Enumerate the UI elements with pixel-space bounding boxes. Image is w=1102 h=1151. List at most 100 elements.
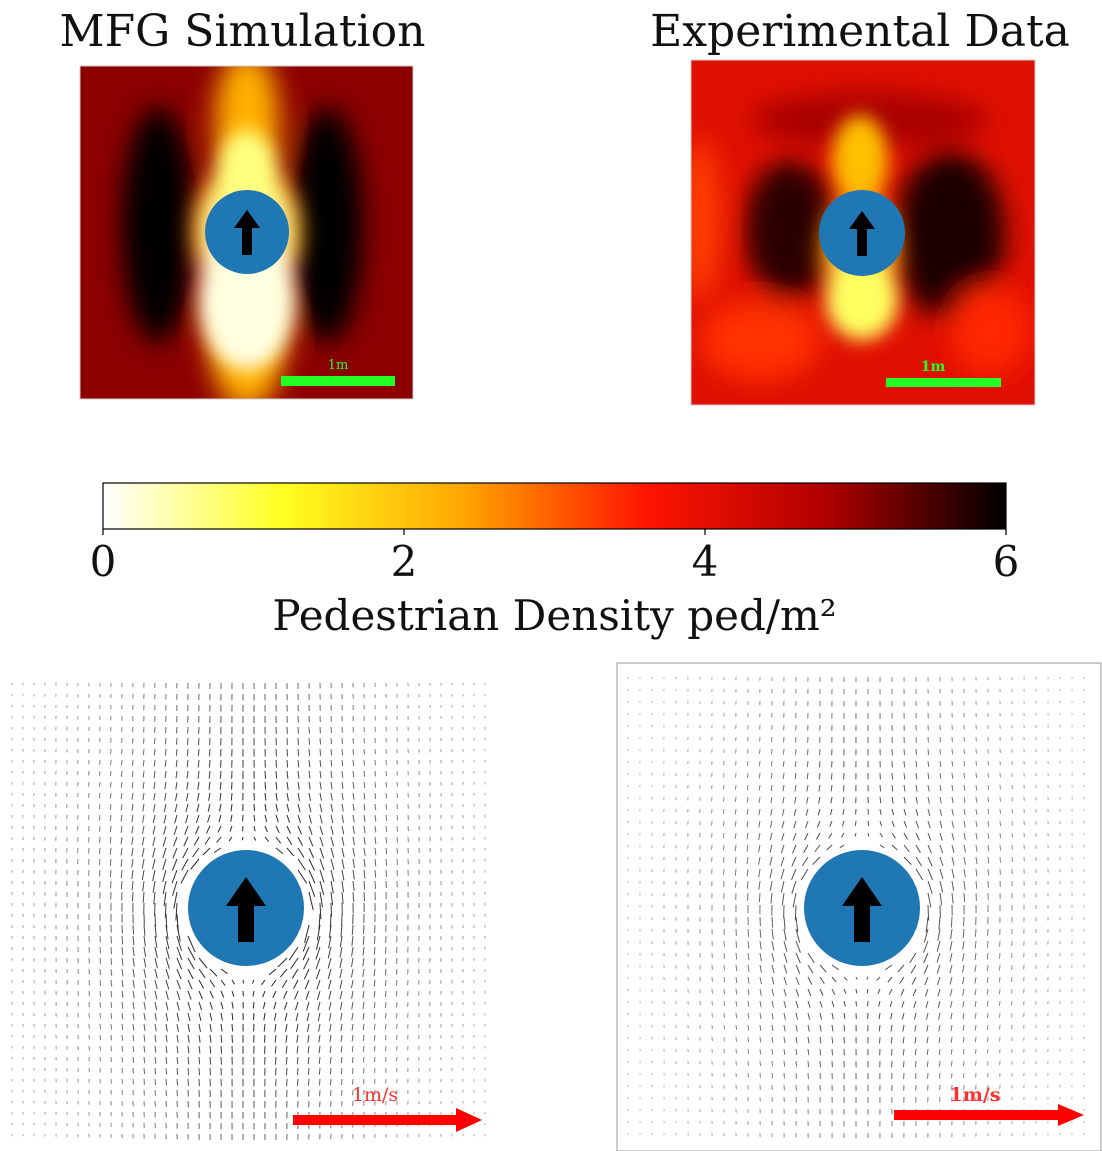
quiver-arrow xyxy=(746,868,749,877)
quiver-arrow xyxy=(306,1001,310,1011)
quiver-arrow xyxy=(296,1034,299,1043)
quiver-arrow xyxy=(939,772,942,780)
quiver-arrow xyxy=(807,964,814,974)
quiver-arrow xyxy=(795,1036,798,1044)
speed-scale-sim: 1m/s xyxy=(293,1084,482,1132)
quiver-arrow xyxy=(363,803,366,811)
quiver-arrow xyxy=(362,1001,365,1009)
quiver-arrow xyxy=(209,979,216,988)
quiver-arrow xyxy=(938,1060,941,1067)
quiver-arrow xyxy=(143,1012,146,1021)
quiver-arrow xyxy=(187,1034,190,1043)
quiver-arrow xyxy=(98,803,101,810)
quiver-arrow xyxy=(281,979,288,989)
quiver-arrow xyxy=(142,803,145,812)
quiver-arrow xyxy=(951,892,954,904)
quiver-arrow xyxy=(783,1048,786,1055)
quiver-arrow xyxy=(165,968,170,980)
quiver-arrow xyxy=(362,1045,365,1052)
quiver-arrow xyxy=(284,1012,288,1021)
quiver-arrow xyxy=(164,902,167,918)
quiver-arrow xyxy=(795,988,800,997)
quiver-arrow xyxy=(327,946,332,959)
quiver-arrow xyxy=(814,844,821,853)
quiver-arrow xyxy=(999,832,1002,839)
quiver-arrow xyxy=(308,748,311,757)
quiver-arrow xyxy=(374,880,377,889)
quiver-arrow xyxy=(131,858,134,868)
quiver-arrow xyxy=(734,844,737,852)
quiver-arrow xyxy=(936,940,941,952)
quiver-arrow xyxy=(939,892,943,906)
quiver-arrow xyxy=(363,825,366,834)
quiver-arrow xyxy=(165,924,169,940)
quiver-arrow xyxy=(182,847,189,859)
quiver-arrow xyxy=(362,1056,365,1063)
quiver-arrow xyxy=(341,825,345,835)
quiver-arrow xyxy=(804,832,809,841)
quiver-arrow xyxy=(319,880,325,896)
quiver-arrow xyxy=(121,1001,124,1009)
quiver-arrow xyxy=(339,968,343,979)
quiver-arrow xyxy=(795,976,800,986)
quiver-arrow xyxy=(152,825,156,835)
quiver-arrow xyxy=(228,836,233,842)
quiver-arrow xyxy=(319,902,322,920)
quiver-arrow xyxy=(722,844,725,851)
quiver-arrow xyxy=(198,1067,201,1076)
quiver-arrow xyxy=(759,976,762,985)
quiver-arrow xyxy=(198,1023,201,1032)
quiver-arrow xyxy=(297,869,308,884)
quiver-arrow xyxy=(306,1023,310,1032)
quiver-arrow xyxy=(319,781,322,790)
quiver-arrow xyxy=(783,1012,786,1020)
quiver-arrow xyxy=(758,832,761,840)
quiver-arrow xyxy=(783,1024,786,1032)
quiver-arrow xyxy=(925,1012,929,1020)
quiver-arrow xyxy=(950,928,953,940)
quiver-arrow xyxy=(98,825,101,832)
quiver-arrow xyxy=(352,792,355,800)
quiver-arrow xyxy=(231,979,236,985)
quiver-arrow xyxy=(341,737,344,744)
quiver-arrow xyxy=(723,1012,726,1018)
quiver-arrow xyxy=(110,990,113,998)
quiver-arrow xyxy=(120,825,123,833)
quiver-arrow xyxy=(275,781,278,790)
quiver-arrow xyxy=(351,979,354,989)
scale-bar-sim xyxy=(281,376,395,386)
quiver-arrow xyxy=(891,808,895,816)
quiver-arrow xyxy=(261,979,266,986)
quiver-arrow xyxy=(782,796,785,804)
quiver-arrow xyxy=(771,976,775,985)
quiver-arrow xyxy=(297,858,306,871)
quiver-arrow xyxy=(316,979,321,990)
quiver-arrow xyxy=(319,759,322,768)
quiver-arrow xyxy=(890,1036,893,1044)
quiver-arrow xyxy=(373,1045,376,1052)
quiver-arrow xyxy=(153,737,156,745)
quiver-arrow xyxy=(176,1078,179,1086)
quiver-arrow xyxy=(842,808,845,815)
quiver-arrow xyxy=(795,964,801,974)
quiver-arrow xyxy=(110,1023,113,1030)
quiver-arrow xyxy=(735,1000,738,1007)
quiver-arrow xyxy=(319,869,325,883)
quiver-arrow xyxy=(843,988,847,994)
quiver-arrow xyxy=(963,796,966,803)
quiver-arrow xyxy=(297,770,300,779)
quiver-arrow xyxy=(900,988,905,996)
quiver-arrow xyxy=(771,1000,774,1008)
quiver-arrow xyxy=(165,1023,168,1032)
quiver-arrow xyxy=(319,737,322,745)
quiver-arrow xyxy=(341,880,345,893)
quiver-arrow xyxy=(162,869,167,883)
quiver-arrow xyxy=(154,1023,157,1032)
quiver-arrow xyxy=(747,1048,750,1054)
quiver-arrow xyxy=(939,784,942,792)
quiver-arrow xyxy=(308,792,312,801)
quiver-arrow xyxy=(327,957,332,969)
quiver-arrow xyxy=(735,1036,738,1042)
quiver-arrow xyxy=(187,946,196,961)
quiver-arrow xyxy=(141,858,145,869)
